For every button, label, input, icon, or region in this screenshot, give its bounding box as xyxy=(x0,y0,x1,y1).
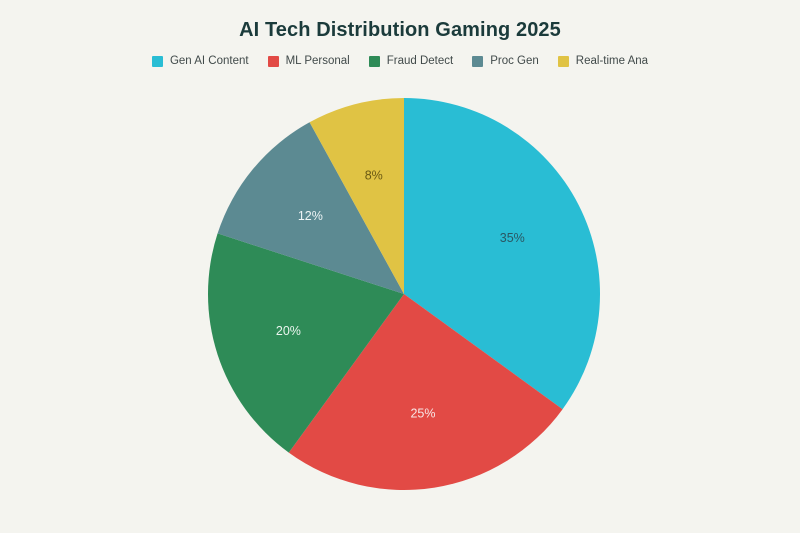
pie-slice-value-label: 8% xyxy=(365,169,383,183)
pie-slice-value-label: 12% xyxy=(298,209,323,223)
legend-item-label: Fraud Detect xyxy=(386,55,454,67)
legend-swatch-icon xyxy=(151,56,163,68)
pie-slice[interactable] xyxy=(207,233,404,453)
legend-item-label: Gen AI Content xyxy=(169,55,249,67)
pie-slice-label-group: 35% 25% 20% 12% 8% xyxy=(276,169,525,421)
pie-slice-value-label: 35% xyxy=(500,231,525,245)
legend-item-label: Proc Gen xyxy=(490,55,539,67)
pie-slice-value-label: 20% xyxy=(276,324,301,338)
pie-slice[interactable] xyxy=(217,122,404,295)
legend-swatch-icon xyxy=(267,56,279,68)
legend-item-label: Real-time Ana xyxy=(575,55,649,67)
legend-swatch-icon xyxy=(557,56,569,68)
pie-slice-group xyxy=(207,98,601,491)
pie-slice[interactable] xyxy=(309,98,404,294)
legend-item[interactable]: Proc Gen xyxy=(472,55,539,68)
legend-item-label: ML Personal xyxy=(285,55,350,67)
chart-legend: Gen AI Content ML Personal Fraud Detect … xyxy=(151,55,649,68)
page-title: AI Tech Distribution Gaming 2025 xyxy=(239,19,561,41)
legend-swatch-icon xyxy=(368,56,380,68)
legend-item[interactable]: Gen AI Content xyxy=(151,55,249,68)
pie-slice-value-label: 25% xyxy=(410,406,435,420)
pie-slice[interactable] xyxy=(288,294,563,491)
legend-item[interactable]: Real-time Ana xyxy=(557,55,649,68)
legend-item[interactable]: ML Personal xyxy=(267,55,350,68)
legend-item[interactable]: Fraud Detect xyxy=(368,55,454,68)
pie-slice[interactable] xyxy=(404,98,601,410)
legend-swatch-icon xyxy=(472,56,484,68)
